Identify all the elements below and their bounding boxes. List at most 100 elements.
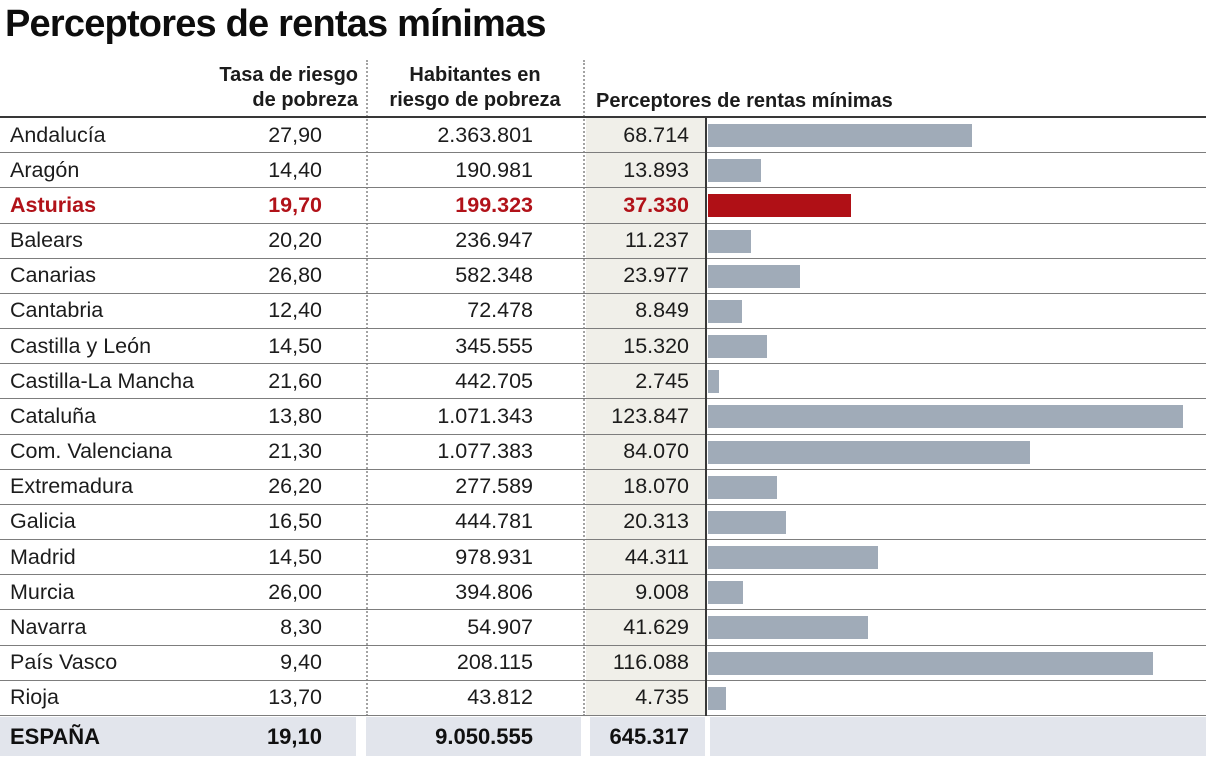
recipients-bar [708, 194, 851, 218]
column-header-inhabitants: Habitantes en riesgo de pobreza [368, 63, 582, 113]
recipients-value: 68.714 [623, 122, 689, 147]
poverty-rate-value: 8,30 [280, 614, 322, 639]
poverty-rate-value: 26,20 [268, 474, 322, 499]
column-divider-dotted-2 [583, 60, 585, 716]
inhabitants-value: 199.323 [455, 192, 533, 217]
recipients-value: 44.311 [624, 544, 689, 569]
poverty-rate-value: 14,50 [268, 544, 322, 569]
table-row: Com. Valenciana 21,30 1.077.383 84.070 [0, 435, 1206, 470]
table-row: Cantabria 12,40 72.478 8.849 [0, 294, 1206, 330]
poverty-rate-value: 27,90 [268, 122, 322, 147]
column-header-poverty-rate-line1: Tasa de riesgo [219, 64, 358, 86]
table-row: Navarra 8,30 54.907 41.629 [0, 610, 1206, 646]
inhabitants-value: 1.071.343 [437, 403, 533, 428]
recipients-bar [708, 124, 972, 147]
total-row-espana: ESPAÑA 19,10 9.050.555 645.317 [0, 717, 1206, 756]
table-row: Madrid 14,50 978.931 44.311 [0, 540, 1206, 576]
poverty-rate-value: 21,30 [268, 439, 322, 464]
poverty-rate-value: 19,70 [268, 192, 322, 217]
region-label: Asturias [10, 192, 97, 217]
recipients-value: 9.008 [635, 579, 689, 604]
header-rule [0, 116, 1206, 118]
region-label: Cataluña [10, 403, 97, 428]
recipients-value: 2.745 [635, 368, 689, 393]
table-row: Castilla-La Mancha 21,60 442.705 2.745 [0, 364, 1206, 400]
inhabitants-value: 582.348 [455, 263, 533, 288]
column-header-poverty-rate-line2: de pobreza [252, 89, 358, 111]
column-header-inhabitants-line1: Habitantes en [409, 64, 541, 86]
total-row-bg-segment [590, 717, 705, 756]
region-label: Balears [10, 228, 83, 253]
table-row: Aragón 14,40 190.981 13.893 [0, 153, 1206, 189]
recipients-bar [708, 651, 1153, 675]
recipients-bar [708, 335, 767, 359]
column-header-recipients: Perceptores de rentas mínimas [596, 90, 893, 112]
poverty-rate-value: 13,80 [268, 403, 322, 428]
total-inhabitants-value: 9.050.555 [435, 723, 533, 749]
poverty-rate-value: 13,70 [268, 685, 322, 710]
recipients-bar [708, 405, 1183, 429]
recipients-bar [708, 546, 878, 570]
total-row-bg-segment [710, 717, 1206, 756]
poverty-rate-value: 26,00 [268, 579, 322, 604]
recipients-value: 4.735 [635, 685, 689, 710]
region-label: Andalucía [10, 122, 106, 147]
region-label: Madrid [10, 544, 76, 569]
total-recipients-value: 645.317 [609, 723, 689, 749]
recipients-bar [708, 370, 719, 394]
inhabitants-value: 394.806 [455, 579, 533, 604]
table-row: País Vasco 9,40 208.115 116.088 [0, 646, 1206, 681]
inhabitants-value: 442.705 [455, 368, 533, 393]
region-label: Cantabria [10, 298, 104, 323]
inhabitants-value: 345.555 [455, 333, 533, 358]
table-row: Galicia 16,50 444.781 20.313 [0, 505, 1206, 541]
recipients-value: 23.977 [623, 263, 689, 288]
recipients-value: 37.330 [623, 192, 689, 217]
inhabitants-value: 43.812 [467, 685, 533, 710]
region-label: Galicia [10, 509, 76, 534]
total-region-label: ESPAÑA [10, 723, 101, 749]
table-row: Andalucía 27,90 2.363.801 68.714 [0, 118, 1206, 154]
poverty-rate-value: 12,40 [268, 298, 322, 323]
recipients-bar [708, 686, 726, 710]
inhabitants-value: 54.907 [467, 614, 533, 639]
region-label: Murcia [10, 579, 75, 604]
total-poverty-rate-value: 19,10 [266, 723, 322, 749]
total-row-bg-segment [0, 717, 356, 756]
recipients-bar [708, 581, 743, 605]
table-row: Castilla y León 14,50 345.555 15.320 [0, 329, 1206, 365]
region-label: Canarias [10, 263, 97, 288]
table-row: Extremadura 26,20 277.589 18.070 [0, 470, 1206, 505]
inhabitants-value: 444.781 [455, 509, 533, 534]
inhabitants-value: 190.981 [455, 157, 533, 182]
recipients-bar [708, 475, 777, 499]
table-row: Canarias 26,80 582.348 23.977 [0, 259, 1206, 294]
recipients-value: 84.070 [623, 439, 689, 464]
recipients-value: 41.629 [623, 614, 689, 639]
table-row: Murcia 26,00 394.806 9.008 [0, 575, 1206, 611]
inhabitants-value: 72.478 [467, 298, 533, 323]
bar-chart-baseline [705, 118, 707, 716]
recipients-value: 15.320 [623, 333, 689, 358]
recipients-bar [708, 264, 800, 288]
recipients-value: 13.893 [623, 157, 689, 182]
recipients-bar [708, 440, 1030, 464]
region-label: Com. Valenciana [10, 439, 173, 464]
inhabitants-value: 277.589 [455, 474, 533, 499]
recipients-bar [708, 229, 751, 253]
recipients-bar [708, 616, 868, 640]
region-label: Castilla y León [10, 333, 152, 358]
poverty-rate-value: 14,40 [268, 157, 322, 182]
inhabitants-value: 978.931 [455, 544, 533, 569]
column-divider-dotted-1 [366, 60, 368, 716]
recipients-value: 20.313 [623, 509, 689, 534]
column-header-inhabitants-line2: riesgo de pobreza [389, 89, 561, 111]
recipients-column-background [586, 118, 705, 716]
recipients-bar [708, 159, 761, 183]
column-header-poverty-rate: Tasa de riesgo de pobreza [120, 63, 358, 113]
poverty-rate-value: 26,80 [268, 263, 322, 288]
region-label: Castilla-La Mancha [10, 368, 195, 393]
inhabitants-value: 2.363.801 [437, 122, 533, 147]
inhabitants-value: 236.947 [455, 228, 533, 253]
page-title: Perceptores de rentas mínimas [5, 3, 547, 45]
